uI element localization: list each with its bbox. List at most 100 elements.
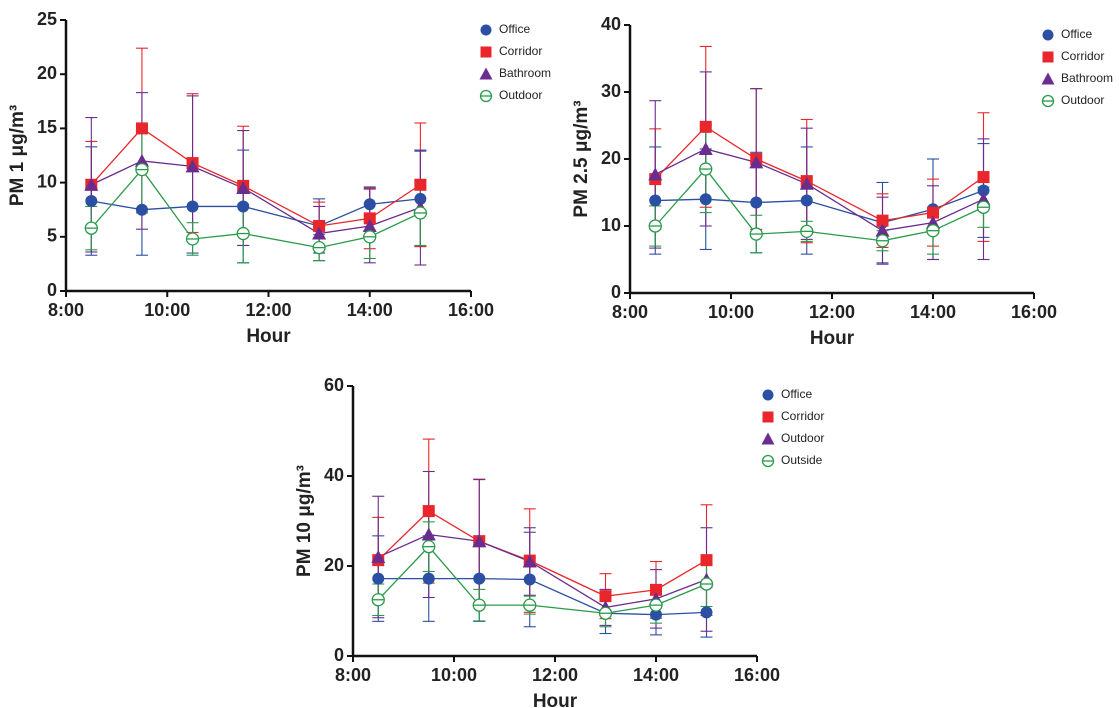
marker [1042, 29, 1054, 41]
marker [977, 184, 990, 197]
marker [650, 583, 662, 596]
marker [876, 214, 889, 227]
marker [422, 572, 435, 585]
x-tick-label: 12:00 [532, 665, 578, 685]
x-tick-label: 14:00 [633, 665, 679, 685]
y-axis-label: PM 2.5 μg/m³ [571, 100, 592, 217]
marker [523, 573, 536, 586]
marker [927, 206, 939, 219]
marker [185, 159, 200, 173]
y-tick-label: 10 [37, 171, 57, 191]
legend-item: Office [1042, 27, 1092, 41]
x-tick-label: 8:00 [48, 300, 84, 320]
x-tick-label: 16:00 [1011, 302, 1057, 322]
legend-item: Corridor [762, 409, 824, 423]
marker [473, 572, 486, 585]
legend-item: Outdoor [479, 88, 542, 102]
y-axis-label: PM 1 μg/m³ [7, 105, 28, 206]
marker [134, 153, 149, 167]
marker [422, 505, 435, 518]
x-tick-label: 10:00 [708, 302, 754, 322]
marker [799, 176, 814, 190]
legend-item: Outdoor [761, 431, 824, 445]
x-axis-label: Hour [533, 691, 578, 708]
marker [186, 200, 199, 213]
marker [371, 550, 386, 563]
marker [135, 122, 148, 135]
y-tick-label: 30 [601, 81, 621, 101]
legend-label: Corridor [499, 44, 542, 58]
marker [750, 196, 763, 209]
marker [363, 212, 376, 225]
marker [236, 181, 251, 195]
marker [649, 194, 662, 207]
x-tick-label: 14:00 [347, 300, 393, 320]
marker [414, 192, 427, 205]
y-tick-label: 20 [601, 148, 621, 168]
legend-label: Outdoor [499, 88, 542, 102]
marker [977, 171, 990, 184]
marker [749, 155, 764, 169]
chart: 0 5 10 15 20 25 8:00 10:00 12:00 14:00 16:00 Hour PM… [7, 9, 551, 347]
legend-label: Corridor [1061, 49, 1104, 63]
legend-item: Bathroom [1041, 71, 1113, 85]
y-tick-label: 60 [324, 375, 344, 395]
marker [84, 177, 99, 191]
marker [480, 24, 492, 36]
legend-label: Office [499, 22, 530, 36]
marker [237, 200, 250, 213]
marker [800, 194, 813, 207]
legend-label: Corridor [781, 409, 824, 423]
legend-item: Office [762, 387, 812, 401]
marker [313, 219, 326, 232]
legend-label: Office [781, 387, 812, 401]
legend-label: Office [1061, 27, 1092, 41]
marker [421, 527, 436, 541]
legend-label: Outdoor [1061, 93, 1104, 107]
legend-item: Outside [761, 453, 823, 467]
legend-item: Office [480, 22, 530, 36]
marker [85, 195, 98, 208]
y-tick-label: 10 [601, 215, 621, 235]
y-tick-label: 5 [47, 226, 57, 246]
legend-item: Corridor [1042, 49, 1104, 63]
marker [875, 223, 890, 237]
marker [648, 167, 663, 181]
y-tick-label: 40 [601, 14, 621, 34]
y-tick-label: 25 [37, 9, 57, 29]
marker [761, 432, 775, 445]
marker [599, 590, 612, 603]
marker [762, 411, 774, 423]
marker [312, 226, 327, 240]
y-tick-label: 15 [37, 117, 57, 137]
x-tick-label: 16:00 [734, 665, 780, 685]
marker [650, 608, 662, 621]
marker [1042, 51, 1054, 63]
y-tick-label: 20 [324, 555, 344, 575]
legend-label: Outdoor [781, 431, 824, 445]
x-tick-label: 12:00 [809, 302, 855, 322]
chart: 0 10 20 30 40 8:00 10:00 12:00 14:00 16:00 Hour PM … [571, 14, 1113, 349]
x-tick-label: 8:00 [335, 665, 371, 685]
y-tick-label: 0 [611, 282, 621, 302]
x-tick-label: 16:00 [448, 300, 494, 320]
x-tick-label: 10:00 [144, 300, 190, 320]
legend-item: Bathroom [479, 66, 551, 80]
legend-item: Corridor [480, 44, 542, 58]
x-tick-label: 8:00 [612, 302, 648, 322]
x-tick-label: 12:00 [245, 300, 291, 320]
legend-label: Bathroom [499, 66, 551, 80]
marker [414, 178, 427, 191]
x-axis-label: Hour [810, 328, 855, 349]
legend-label: Outside [781, 453, 823, 467]
y-tick-label: 0 [334, 645, 344, 665]
y-tick-label: 40 [324, 465, 344, 485]
marker [362, 218, 377, 232]
x-axis-label: Hour [246, 326, 291, 347]
marker [472, 534, 487, 548]
x-tick-label: 10:00 [431, 665, 477, 685]
marker [762, 389, 774, 401]
marker [700, 606, 713, 619]
marker [480, 46, 492, 58]
